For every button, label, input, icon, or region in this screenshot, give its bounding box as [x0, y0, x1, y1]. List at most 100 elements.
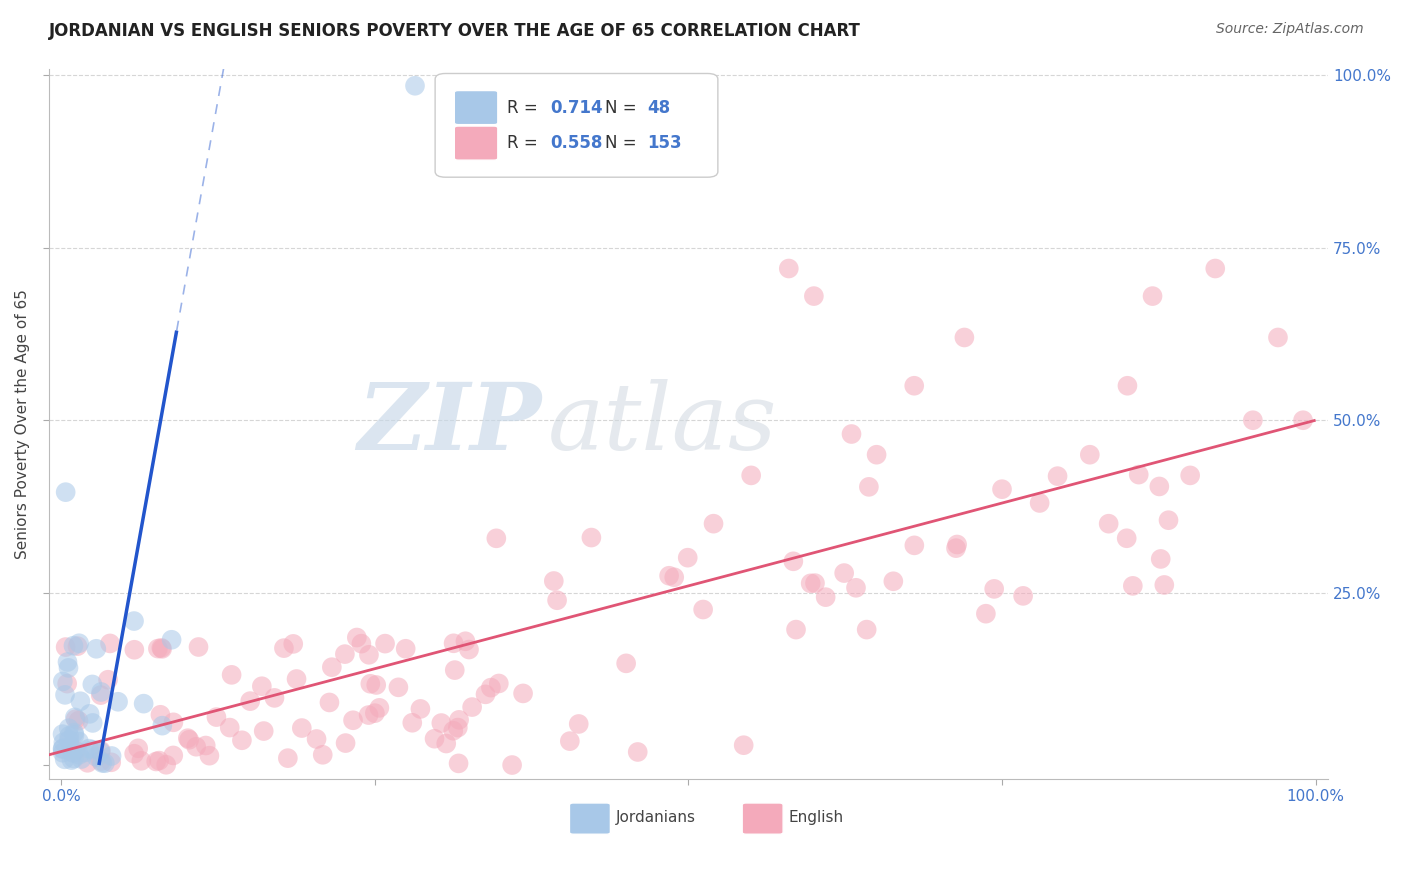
FancyBboxPatch shape: [569, 803, 610, 834]
Point: [1142, 289, 1164, 303]
Point: [946, 537, 969, 551]
Point: [359, 677, 381, 691]
Text: N =: N =: [606, 134, 643, 153]
Point: [581, 531, 603, 545]
Point: [546, 593, 568, 607]
Point: [186, 739, 208, 754]
Point: [100, 756, 122, 770]
FancyBboxPatch shape: [454, 126, 498, 161]
Text: 0.714: 0.714: [550, 99, 603, 117]
Point: [53, 688, 76, 702]
Point: [56, 676, 79, 690]
Point: [357, 648, 380, 662]
Point: [627, 745, 650, 759]
Point: [803, 289, 825, 303]
Point: [702, 516, 724, 531]
Point: [614, 657, 637, 671]
Text: R =: R =: [506, 99, 543, 117]
Point: [250, 679, 273, 693]
Point: [782, 554, 804, 568]
FancyBboxPatch shape: [454, 91, 498, 125]
Point: [90, 685, 112, 699]
Point: [62, 751, 84, 765]
Text: ZIP: ZIP: [357, 379, 541, 468]
Point: [409, 702, 432, 716]
Text: atlas: atlas: [548, 379, 778, 468]
Point: [733, 738, 755, 752]
Point: [70, 752, 93, 766]
Point: [1153, 578, 1175, 592]
Point: [124, 642, 146, 657]
Point: [991, 482, 1014, 496]
Point: [374, 637, 396, 651]
Point: [1241, 413, 1264, 427]
Point: [107, 695, 129, 709]
Point: [221, 668, 243, 682]
Point: [97, 673, 120, 687]
Point: [404, 78, 426, 93]
Text: 153: 153: [648, 134, 682, 153]
Point: [865, 448, 887, 462]
Point: [179, 732, 201, 747]
Point: [127, 741, 149, 756]
Point: [740, 468, 762, 483]
Point: [263, 690, 285, 705]
Point: [58, 661, 80, 675]
Point: [1178, 468, 1201, 483]
Point: [858, 480, 880, 494]
Text: N =: N =: [606, 99, 643, 117]
Point: [149, 707, 172, 722]
Point: [1157, 513, 1180, 527]
Point: [1128, 467, 1150, 482]
Point: [454, 634, 477, 648]
Point: [76, 756, 98, 770]
Point: [277, 751, 299, 765]
Point: [401, 715, 423, 730]
Point: [86, 750, 108, 764]
Point: [430, 716, 453, 731]
Point: [218, 721, 240, 735]
Point: [903, 538, 925, 552]
Point: [67, 636, 90, 650]
Point: [1122, 579, 1144, 593]
Y-axis label: Seniors Poverty Over the Age of 65: Seniors Poverty Over the Age of 65: [15, 289, 30, 558]
Point: [312, 747, 335, 762]
Point: [155, 757, 177, 772]
Point: [52, 674, 75, 689]
Point: [350, 637, 373, 651]
Text: English: English: [789, 811, 844, 825]
Point: [98, 636, 121, 650]
Point: [387, 681, 409, 695]
Point: [423, 731, 446, 746]
Point: [82, 715, 104, 730]
Text: Source: ZipAtlas.com: Source: ZipAtlas.com: [1216, 22, 1364, 37]
Point: [512, 686, 534, 700]
Point: [305, 731, 328, 746]
Point: [65, 712, 87, 726]
Point: [59, 739, 82, 753]
Point: [318, 696, 340, 710]
Point: [501, 758, 523, 772]
Point: [1078, 448, 1101, 462]
Point: [447, 721, 470, 735]
Point: [333, 647, 356, 661]
Text: 48: 48: [648, 99, 671, 117]
Point: [832, 566, 855, 580]
Point: [67, 714, 90, 728]
Point: [91, 756, 114, 770]
Point: [1012, 589, 1035, 603]
Point: [479, 681, 502, 695]
Point: [543, 574, 565, 588]
Point: [53, 752, 76, 766]
Point: [1267, 330, 1289, 344]
Point: [568, 717, 591, 731]
Point: [1115, 531, 1137, 545]
Point: [58, 733, 80, 747]
Point: [778, 261, 800, 276]
Point: [122, 614, 145, 628]
Point: [239, 694, 262, 708]
Point: [983, 582, 1005, 596]
Text: 0.558: 0.558: [550, 134, 603, 153]
FancyBboxPatch shape: [742, 803, 783, 834]
Point: [162, 715, 184, 730]
